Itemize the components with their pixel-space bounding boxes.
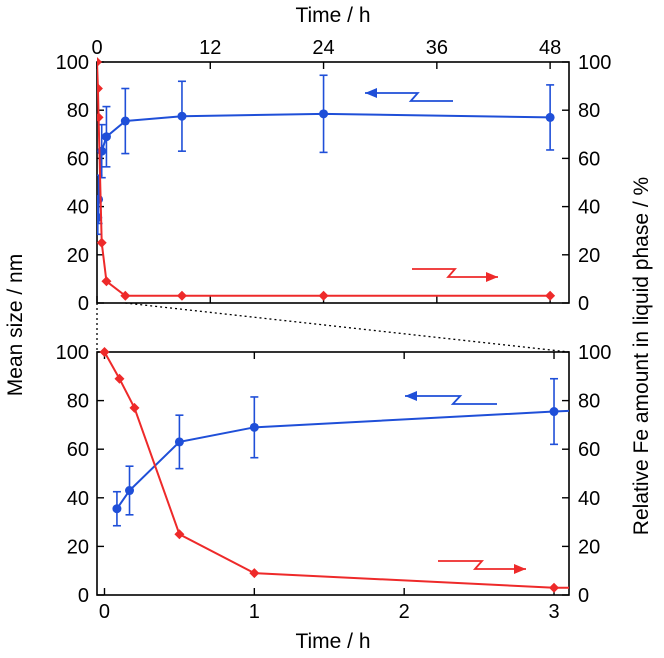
bottom-x-tick-label: 2 (399, 601, 410, 623)
top-y-tick-label-right: 100 (578, 52, 611, 74)
bottom-mean-size-point (249, 422, 259, 432)
top-fe-amount-point (545, 290, 556, 301)
top-series-group (97, 57, 556, 301)
top-y-tick-label-left: 100 (56, 52, 89, 74)
bottom-arrow-right-annotation-head (514, 564, 526, 574)
bottom-mean-size-point (112, 504, 122, 514)
top-fe-amount-point (97, 83, 103, 94)
top-fe-amount-point (101, 276, 112, 287)
bottom-plot-frame (96, 351, 570, 596)
bottom-mean-size-point (174, 437, 184, 447)
right-y-axis-title: Relative Fe amount in liquid phase / % (630, 177, 653, 535)
bottom-mean-size-line (116, 409, 569, 510)
top-x-tick-label: 12 (199, 37, 221, 59)
top-fe-amount-point (318, 290, 329, 301)
bottom-fe-amount-point (114, 373, 125, 384)
top-arrow-right-annotation (412, 268, 498, 278)
top-fe-amount-point (97, 237, 107, 248)
bottom-arrow-left-annotation (405, 395, 497, 405)
top-arrow-left-annotation-head (365, 88, 377, 98)
bottom-x-axis-title: Time / h (295, 630, 370, 653)
bottom-arrow-right-annotation (438, 560, 526, 570)
zoom-connector (96, 302, 570, 353)
top-y-tick-label-left: 0 (78, 293, 89, 315)
bottom-series-group (99, 347, 569, 593)
top-mean-size-point (97, 194, 104, 204)
bottom-x-tick-label: 3 (548, 601, 559, 623)
top-mean-size-point (120, 116, 130, 126)
bottom-arrow-left-annotation-head (405, 391, 417, 401)
top-mean-size-point (545, 112, 555, 122)
top-y-tick-label-left: 60 (67, 148, 89, 170)
bottom-y-tick-label-left: 40 (67, 488, 89, 510)
top-x-tick-label: 36 (426, 37, 448, 59)
bottom-x-tick-label: 1 (249, 601, 260, 623)
top-arrow-left-annotation (365, 92, 453, 102)
bottom-fe-amount-point (129, 402, 140, 413)
top-plot-frame (96, 61, 570, 304)
top-y-tick-label-left: 20 (67, 245, 89, 267)
bottom-fe-amount-point (249, 568, 260, 579)
top-y-tick-label-right: 80 (578, 100, 600, 122)
top-x-tick-label: 24 (312, 37, 334, 59)
top-fe-amount-point (97, 57, 102, 67)
top-x-tick-label: 0 (91, 37, 102, 59)
bottom-mean-size-point (125, 486, 135, 496)
top-y-tick-label-right: 0 (578, 293, 589, 315)
top-x-tick-label: 48 (539, 37, 561, 59)
bottom-y-tick-label-right: 20 (578, 536, 600, 558)
bottom-y-tick-label-left: 60 (67, 439, 89, 461)
bottom-x-tick-label: 0 (99, 601, 110, 623)
zoom-line-right (125, 302, 570, 353)
bottom-y-tick-label-left: 0 (78, 585, 89, 607)
bottom-y-tick-label-left: 20 (67, 536, 89, 558)
top-y-tick-label-right: 40 (578, 197, 600, 219)
bottom-fe-amount-point (174, 529, 185, 540)
bottom-y-tick-label-left: 100 (56, 342, 89, 364)
top-mean-size-point (319, 109, 329, 119)
top-mean-size-point (101, 132, 111, 142)
bottom-fe-amount-point (549, 582, 560, 593)
left-y-axis-title: Mean size / nm (4, 254, 27, 396)
bottom-y-tick-label-right: 100 (578, 342, 611, 364)
top-fe-amount-point (97, 112, 104, 123)
top-y-tick-label-left: 80 (67, 100, 89, 122)
top-y-tick-label-left: 40 (67, 197, 89, 219)
bottom-y-tick-label-left: 80 (67, 391, 89, 413)
top-y-tick-label-right: 20 (578, 245, 600, 267)
top-fe-amount-point (120, 290, 131, 301)
top-fe-amount-point (176, 290, 187, 301)
bottom-y-tick-label-right: 40 (578, 488, 600, 510)
top-y-tick-label-right: 60 (578, 148, 600, 170)
top-x-axis-title: Time / h (295, 4, 370, 27)
bottom-y-tick-label-right: 60 (578, 439, 600, 461)
bottom-fe-amount-point (99, 347, 110, 357)
bottom-y-tick-label-right: 80 (578, 391, 600, 413)
bottom-y-tick-label-right: 0 (578, 585, 589, 607)
top-arrow-right-annotation-head (486, 272, 498, 282)
bottom-fe-amount-line (103, 351, 569, 589)
bottom-mean-size-point (549, 407, 559, 417)
top-mean-size-point (177, 111, 187, 121)
